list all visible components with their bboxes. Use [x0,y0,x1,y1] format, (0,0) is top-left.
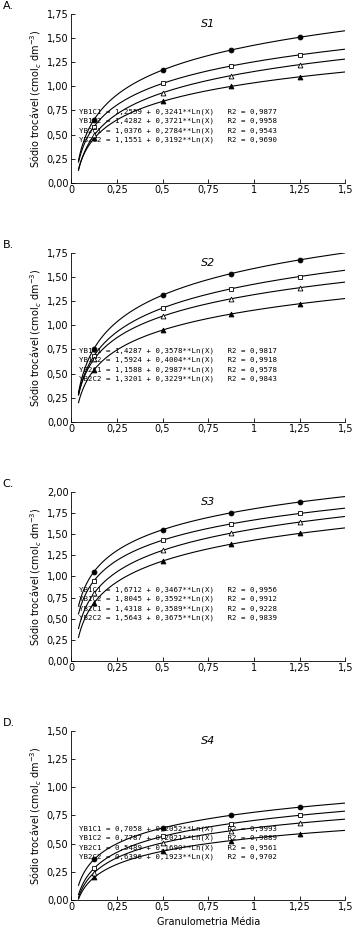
Y-axis label: Sódio trocável (cmol$_c$ dm$^{-3}$): Sódio trocável (cmol$_c$ dm$^{-3}$) [28,30,44,168]
Text: S1: S1 [201,19,215,30]
Text: YB1C1 = 1,2559 + 0,3241**Ln(X)   R2 = 0,9877
YB1C2 = 1,4282 + 0,3721**Ln(X)   R2: YB1C1 = 1,2559 + 0,3241**Ln(X) R2 = 0,98… [79,109,277,143]
Text: C.: C. [3,479,14,489]
X-axis label: Granulometria Média: Granulometria Média [157,917,260,926]
Text: S3: S3 [201,497,215,507]
Text: YB1C1 = 1,6712 + 0,3467**Ln(X)   R2 = 0,9956
YB1C2 = 1,8045 + 0,3592**Ln(X)   R2: YB1C1 = 1,6712 + 0,3467**Ln(X) R2 = 0,99… [79,586,277,621]
Y-axis label: Sódio trocável (cmol$_c$ dm$^{-3}$): Sódio trocável (cmol$_c$ dm$^{-3}$) [28,268,44,407]
Text: D.: D. [3,718,15,728]
Text: B.: B. [3,240,14,250]
Y-axis label: Sódio trocável (cmol$_c$ dm$^{-3}$): Sódio trocável (cmol$_c$ dm$^{-3}$) [28,507,44,645]
Text: YB1C1 = 1,4287 + 0,3578**Ln(X)   R2 = 0,9817
YB1C2 = 1,5924 + 0,4004**Ln(X)   R2: YB1C1 = 1,4287 + 0,3578**Ln(X) R2 = 0,98… [79,347,277,382]
Text: S2: S2 [201,258,215,268]
Y-axis label: Sódio trocável (cmol$_c$ dm$^{-3}$): Sódio trocável (cmol$_c$ dm$^{-3}$) [28,746,44,884]
Text: YB1C1 = 0,7058 + 0,2052**Ln(X)   R2 = 0,9993
YB1C2 = 0,7787 + 0,2021**Ln(X)   R2: YB1C1 = 0,7058 + 0,2052**Ln(X) R2 = 0,99… [79,825,277,860]
Text: S4: S4 [201,736,215,746]
Text: A.: A. [3,1,14,10]
